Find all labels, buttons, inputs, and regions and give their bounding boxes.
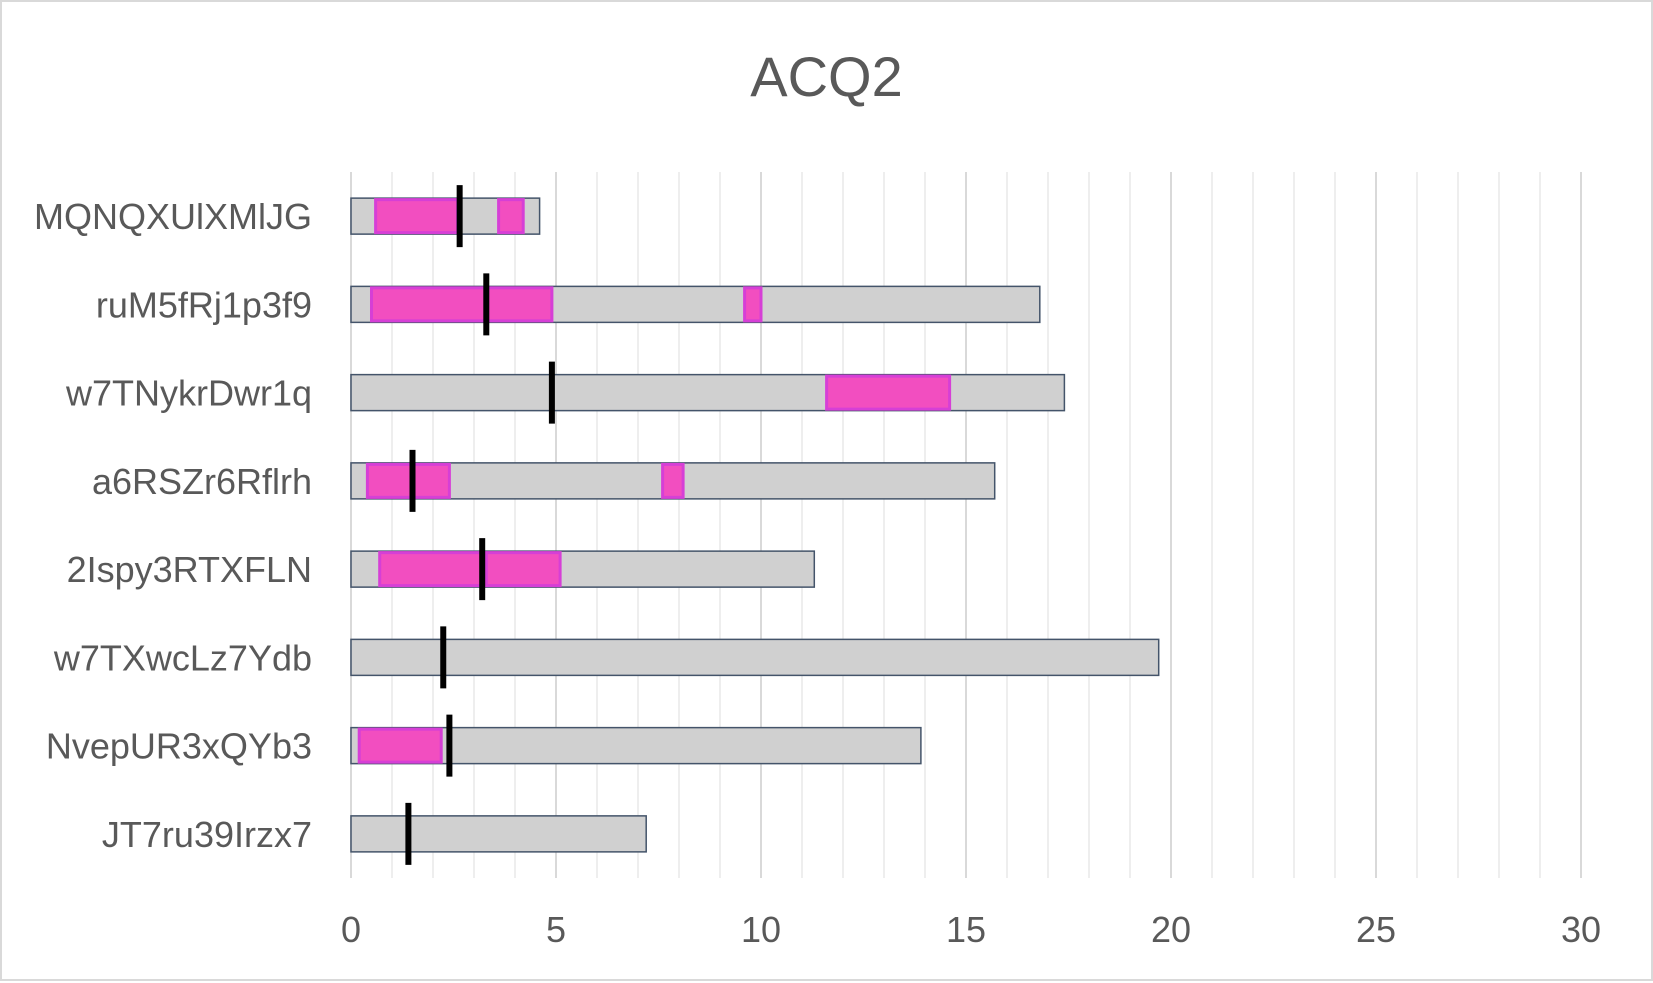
x-tick-label: 20 — [1151, 909, 1191, 950]
highlight-segment — [743, 286, 763, 323]
x-tick-label: 25 — [1356, 909, 1396, 950]
x-tick-label: 5 — [546, 909, 566, 950]
category-label: a6RSZr6Rflrh — [92, 461, 312, 502]
x-tick-label: 30 — [1561, 909, 1601, 950]
category-label: 2Ispy3RTXFLN — [67, 549, 312, 590]
highlight-segment — [357, 727, 443, 764]
x-tick-label: 15 — [946, 909, 986, 950]
category-label: ruM5fRj1p3f9 — [96, 284, 312, 325]
highlight-segment — [661, 462, 685, 499]
x-tick-label: 10 — [741, 909, 781, 950]
highlight-segment — [370, 286, 554, 323]
category-label: NvepUR3xQYb3 — [46, 726, 312, 767]
highlight-segment — [365, 462, 451, 499]
category-label: MQNQXUlXMlJG — [34, 196, 312, 237]
category-label: w7TNykrDwr1q — [65, 373, 312, 414]
chart-title: ACQ2 — [750, 45, 903, 108]
bar — [350, 726, 922, 765]
highlight-segment — [378, 551, 484, 588]
highlight-segment — [825, 374, 952, 411]
highlight-segment — [497, 198, 525, 235]
category-label: w7TXwcLz7Ydb — [53, 637, 312, 678]
bar — [350, 373, 1066, 412]
category-label: JT7ru39Irzx7 — [102, 814, 312, 855]
highlight-segment — [374, 198, 460, 235]
highlight-segment — [484, 551, 562, 588]
bar — [350, 638, 1160, 677]
bar — [350, 815, 647, 853]
x-tick-label: 0 — [341, 909, 361, 950]
